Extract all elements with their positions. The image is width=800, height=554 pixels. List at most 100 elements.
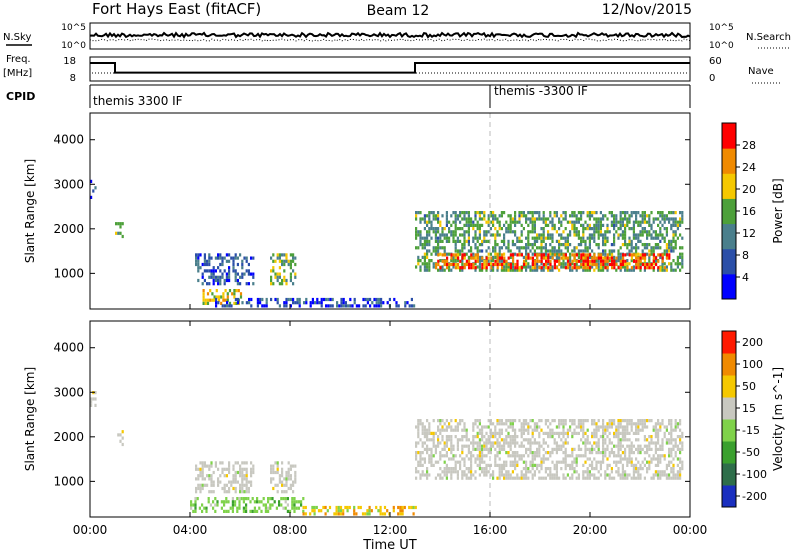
data-cell <box>573 220 576 224</box>
data-cell <box>432 249 435 253</box>
data-cell <box>456 444 459 448</box>
data-cell <box>654 236 657 240</box>
data-cell <box>586 259 589 263</box>
data-cell <box>339 509 343 513</box>
data-cell <box>516 454 519 458</box>
data-cell <box>483 239 486 243</box>
data-cell <box>223 256 226 260</box>
data-cell <box>397 512 400 516</box>
data-cell <box>668 253 671 257</box>
data-cell <box>571 454 574 458</box>
data-cell <box>516 236 519 240</box>
data-cell <box>199 467 202 471</box>
data-cell <box>586 227 589 231</box>
data-cell <box>353 509 356 513</box>
data-cell <box>584 419 587 423</box>
data-cell <box>223 269 226 273</box>
data-cell <box>256 301 259 305</box>
data-cell <box>217 298 221 302</box>
data-cell <box>650 236 653 240</box>
data-cell <box>551 227 554 231</box>
data-cell <box>531 467 534 471</box>
data-cell <box>216 503 219 507</box>
data-cell <box>434 249 437 253</box>
data-cell <box>619 255 622 259</box>
data-cell <box>518 444 521 448</box>
data-cell <box>377 509 380 513</box>
data-cell <box>681 463 684 467</box>
data-cell <box>217 295 221 299</box>
data-cell <box>540 262 543 266</box>
data-cell <box>610 211 613 215</box>
data-cell <box>599 435 602 439</box>
data-cell <box>610 451 613 455</box>
data-cell <box>415 233 418 237</box>
data-cell <box>505 460 508 464</box>
data-cell <box>533 425 536 429</box>
data-cell <box>534 253 537 257</box>
nsky-panel: N.Sky 10^5 10^0 10^5 10^0 N.Search <box>3 22 791 51</box>
data-cell <box>564 431 567 435</box>
data-cell <box>569 259 572 263</box>
data-cell <box>569 467 572 471</box>
data-cell <box>663 454 666 458</box>
data-cell <box>448 467 451 471</box>
data-cell <box>437 268 440 272</box>
data-cell <box>670 422 673 426</box>
data-cell <box>600 253 603 257</box>
data-cell <box>657 463 660 467</box>
data-cell <box>637 419 640 423</box>
data-cell <box>439 422 442 426</box>
data-cell <box>632 246 635 250</box>
data-cell <box>560 467 563 471</box>
data-cell <box>540 259 543 263</box>
data-cell <box>549 435 552 439</box>
data-cell <box>426 230 429 234</box>
data-cell <box>648 463 651 467</box>
data-cell <box>452 255 455 259</box>
data-cell <box>443 441 446 445</box>
data-cell <box>296 301 299 305</box>
data-cell <box>648 255 651 259</box>
data-cell <box>428 447 431 451</box>
data-cell <box>511 435 514 439</box>
data-cell <box>646 419 649 423</box>
data-cell <box>245 256 248 260</box>
data-cell <box>681 220 684 224</box>
data-cell <box>641 419 644 423</box>
data-cell <box>663 220 666 224</box>
data-cell <box>494 233 497 237</box>
data-cell <box>448 220 451 224</box>
data-cell <box>670 265 673 269</box>
data-cell <box>421 422 424 426</box>
data-cell <box>498 223 501 227</box>
data-cell <box>228 486 231 491</box>
data-cell <box>672 211 675 215</box>
data-cell <box>531 473 534 477</box>
data-cell <box>529 230 532 234</box>
data-cell <box>613 259 616 263</box>
data-cell <box>531 256 534 260</box>
data-cell <box>648 217 651 221</box>
data-cell <box>492 476 495 480</box>
data-cell <box>571 220 574 224</box>
data-cell <box>632 473 635 477</box>
data-cell <box>276 301 279 305</box>
data-cell <box>527 243 530 247</box>
data-cell <box>445 454 448 458</box>
data-cell <box>560 447 563 451</box>
data-cell <box>485 268 488 272</box>
data-cell <box>637 425 640 429</box>
data-cell <box>659 220 662 224</box>
data-cell <box>573 246 576 250</box>
data-cell <box>380 301 383 305</box>
data-cell <box>628 419 631 423</box>
velocity-data-cells <box>90 391 684 516</box>
data-cell <box>602 422 605 426</box>
data-cell <box>536 256 539 260</box>
data-cell <box>562 419 565 423</box>
data-cell <box>470 441 473 445</box>
station-title: Fort Hays East (fitACF) <box>92 0 261 18</box>
data-cell <box>648 419 651 423</box>
data-cell <box>635 266 638 270</box>
